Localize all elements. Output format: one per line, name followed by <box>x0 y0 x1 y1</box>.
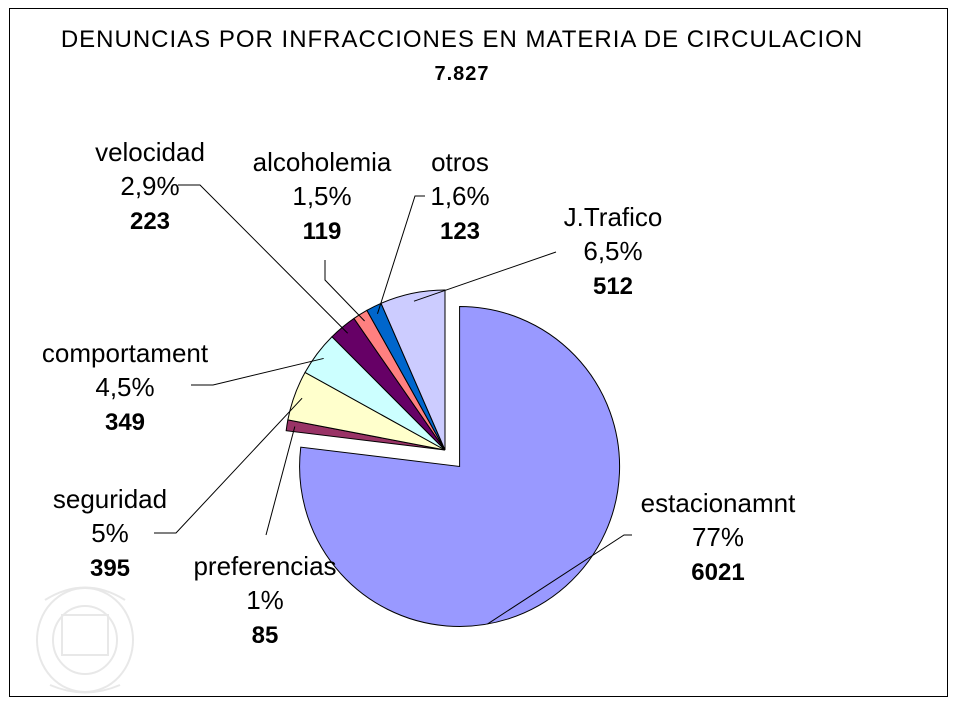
slice-percent: 77% <box>692 522 744 552</box>
leader-line <box>324 260 365 322</box>
leader-line <box>413 251 557 302</box>
slice-label: velocidad <box>95 137 205 167</box>
slice-percent: 4,5% <box>95 372 154 402</box>
chart-total: 7.827 <box>434 63 489 85</box>
watermark-seal <box>36 586 134 694</box>
slice-label: comportament <box>42 338 209 368</box>
slice-label: seguridad <box>53 484 167 514</box>
slice-percent: 1,6% <box>430 181 489 211</box>
slice-value: 223 <box>130 208 170 235</box>
slice-value: 123 <box>440 218 480 245</box>
leader-line <box>487 534 632 625</box>
leader-line <box>191 357 324 386</box>
slice-percent: 2,9% <box>120 171 179 201</box>
slice-value: 349 <box>105 409 145 436</box>
slice-labels: estacionamnt 77% 6021 preferencias 1% 85 segur… <box>42 137 796 649</box>
slice-percent: 1,5% <box>292 181 351 211</box>
slice-percent: 1% <box>246 585 284 615</box>
leader-lines <box>154 184 632 625</box>
slice-value: 85 <box>252 622 279 649</box>
leader-line <box>178 184 349 334</box>
slice-label: otros <box>431 147 489 177</box>
slice-percent: 5% <box>91 518 129 548</box>
pie-slices <box>285 289 621 627</box>
slice-label: alcoholemia <box>253 147 392 177</box>
chart-title: DENUNCIAS POR INFRACCIONES EN MATERIA DE… <box>61 26 863 53</box>
slice-label: estacionamnt <box>641 488 796 518</box>
slice-label: preferencias <box>193 551 336 581</box>
pie-slice-estacionamnt <box>299 305 621 627</box>
slice-percent: 6,5% <box>583 236 642 266</box>
slice-value: 119 <box>303 218 342 245</box>
leader-line <box>376 195 425 314</box>
slice-value: 6021 <box>691 559 744 586</box>
slice-label: J.Trafico <box>564 202 663 232</box>
leader-line <box>154 397 303 534</box>
slice-value: 512 <box>593 273 633 300</box>
leader-line <box>265 426 296 536</box>
slice-value: 395 <box>90 555 130 582</box>
